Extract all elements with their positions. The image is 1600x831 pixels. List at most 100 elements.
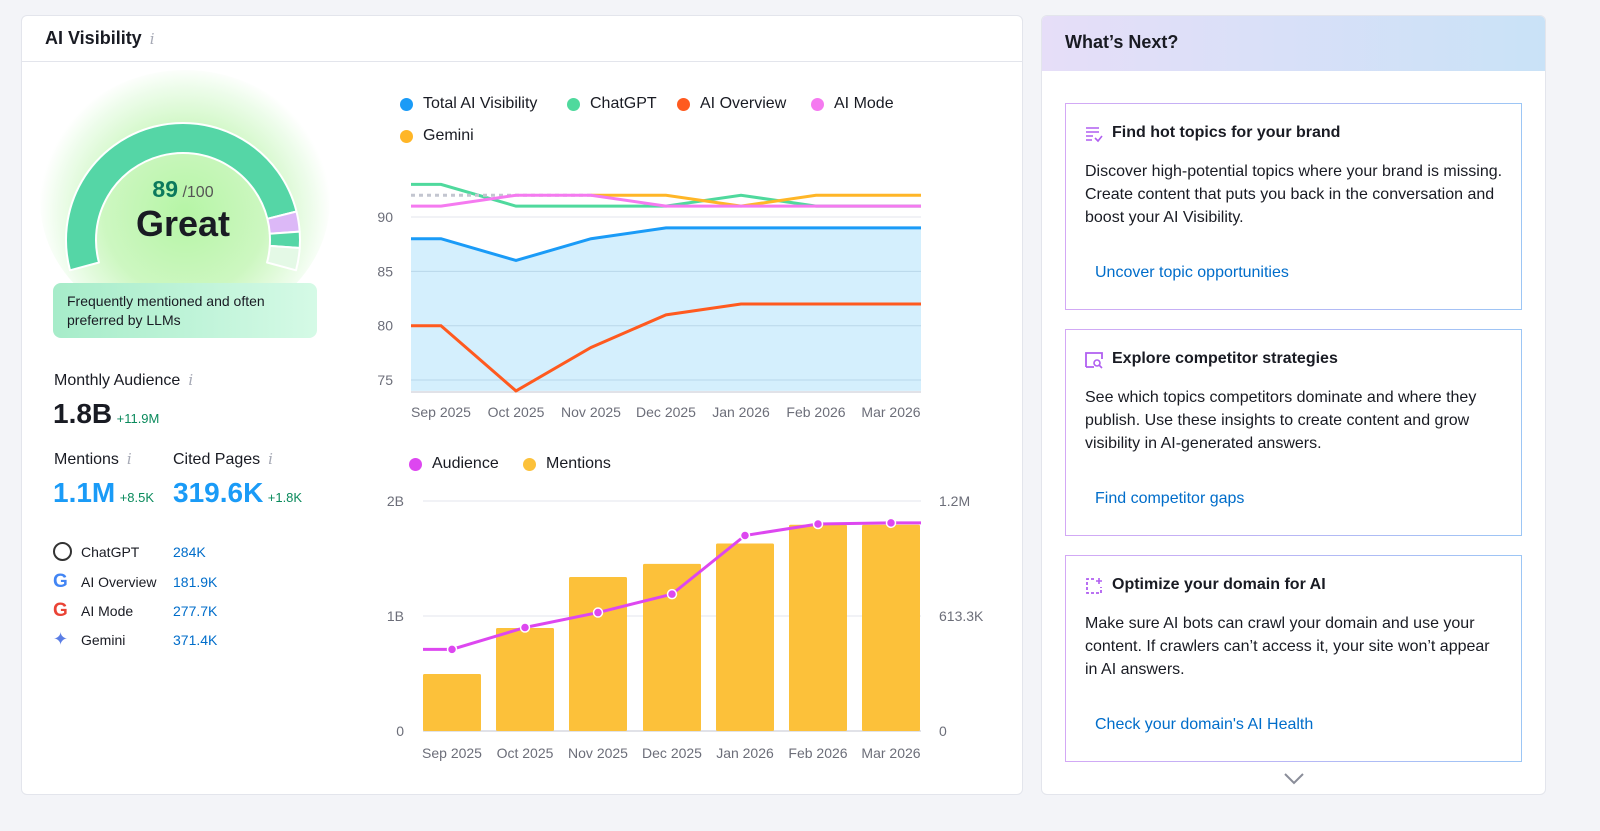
mentions-bar	[716, 543, 774, 731]
source-row-ai-mode: G AI Mode 277.7K	[53, 600, 218, 621]
mentions-bar	[643, 563, 701, 731]
charts: 90 85 80 75 Sep 2025 Oct 2025 Nov 2025 Dec 2025…	[377, 182, 984, 761]
line-ai-mode	[411, 193, 921, 208]
mentions-bar	[789, 524, 847, 731]
x-tick-label: Sep 2025	[411, 404, 471, 420]
x-tick-label: Feb 2026	[788, 745, 847, 761]
mentions-value[interactable]: 1.1M	[53, 477, 116, 508]
google-icon: G	[53, 571, 68, 592]
mentions-bar	[569, 577, 627, 731]
x-tick-label: Jan 2026	[712, 404, 770, 420]
info-icon[interactable]: i	[126, 450, 132, 468]
tip-title: Optimize your domain for AI	[1112, 576, 1326, 593]
score-label: Great	[135, 203, 231, 244]
line-gemini	[591, 193, 921, 208]
audience-value: 1.8B	[53, 398, 113, 429]
line-ai-overview	[411, 302, 921, 393]
x-tick-label: Feb 2026	[786, 404, 845, 420]
uncover-topic-opportunities-link[interactable]: Uncover topic opportunities	[1095, 264, 1289, 281]
tip-card-hot-topics: Find hot topics for your brand Discover …	[1065, 103, 1522, 310]
left-y-tick-label: 1B	[387, 608, 404, 624]
right-y-tick-label: 0	[939, 723, 947, 739]
monthly-audience: 1.8B +11.9M	[53, 398, 159, 430]
x-tick-label: Nov 2025	[568, 745, 628, 761]
x-tick-label: Nov 2025	[561, 404, 621, 420]
legend-ai-overview[interactable]: AI Overview	[677, 95, 786, 113]
mentions-bar	[496, 628, 554, 731]
audience-point	[519, 622, 531, 633]
panel-title: AI Visibility	[45, 28, 142, 48]
chatgpt-icon	[53, 542, 72, 561]
right-y-tick-label: 1.2M	[939, 493, 970, 509]
legend-total-ai-visibility[interactable]: Total AI Visibility	[400, 95, 537, 113]
cited-value[interactable]: 319.6K	[173, 477, 264, 508]
info-icon[interactable]: i	[188, 371, 194, 389]
right-y-tick-label: 613.3K	[939, 608, 984, 624]
x-tick-label: Jan 2026	[716, 745, 774, 761]
mentions-metric[interactable]: 1.1M +8.5K	[53, 477, 154, 509]
y-tick-label: 90	[377, 209, 393, 225]
score-description: Frequently mentioned and often preferred…	[53, 283, 317, 338]
line-total-ai-visibility	[411, 226, 921, 263]
left-y-tick-label: 2B	[387, 493, 404, 509]
legend-ai-mode[interactable]: AI Mode	[811, 95, 894, 113]
source-row-ai-overview: G AI Overview 181.9K	[53, 571, 218, 592]
legend-mentions[interactable]: Mentions	[523, 455, 611, 473]
mentions-bar	[862, 524, 920, 731]
cited-delta: +1.8K	[267, 490, 303, 505]
x-tick-label: Dec 2025	[636, 404, 696, 420]
cited-pages-metric[interactable]: 319.6K +1.8K	[173, 477, 302, 509]
score-max: /100	[182, 184, 214, 201]
monthly-audience-label: Monthly Audience i	[54, 371, 194, 389]
score-value: 89	[152, 176, 178, 202]
competitor-search-icon	[1085, 352, 1103, 369]
legend-gemini[interactable]: Gemini	[400, 127, 474, 145]
score-description-text: Frequently mentioned and often preferred…	[67, 293, 265, 328]
check-ai-health-link[interactable]: Check your domain's AI Health	[1095, 716, 1314, 733]
mentions-label: Mentions i	[54, 450, 132, 468]
chevron-down-icon[interactable]	[1283, 772, 1305, 786]
audience-point	[666, 588, 678, 600]
gemini-icon: ✦	[53, 629, 69, 649]
tip-title: Find hot topics for your brand	[1112, 124, 1341, 141]
audience-point	[812, 518, 824, 530]
mentions-bar	[423, 673, 481, 731]
topics-list-icon	[1086, 127, 1103, 143]
audience-delta: +11.9M	[116, 411, 160, 426]
find-competitor-gaps-link[interactable]: Find competitor gaps	[1095, 490, 1245, 507]
legend-chatgpt[interactable]: ChatGPT	[567, 95, 657, 113]
x-tick-label: Mar 2026	[861, 404, 920, 420]
audience-point	[592, 607, 604, 618]
domain-sparkle-icon	[1086, 578, 1102, 594]
audience-point	[885, 517, 897, 529]
panel-header: AI Visibility i	[22, 16, 1022, 62]
x-tick-label: Oct 2025	[497, 745, 554, 761]
whats-next-title: What’s Next?	[1065, 32, 1179, 52]
tip-text: Make sure AI bots can crawl your domain …	[1085, 615, 1490, 678]
legend-audience[interactable]: Audience	[409, 455, 499, 473]
tip-card-competitors: Explore competitor strategies See which …	[1065, 329, 1522, 536]
x-tick-label: Oct 2025	[488, 404, 545, 420]
total-visibility-area	[411, 227, 921, 391]
left-y-tick-label: 0	[396, 723, 404, 739]
x-tick-label: Dec 2025	[642, 745, 702, 761]
tip-text: Discover high-potential topics where you…	[1085, 163, 1503, 226]
info-icon[interactable]: i	[268, 450, 273, 468]
google-icon: G	[53, 600, 68, 621]
score-gauge	[65, 122, 301, 272]
x-tick-label: Sep 2025	[422, 745, 482, 761]
mentions-delta: +8.5K	[119, 490, 155, 505]
gauge-fill-arc	[65, 122, 298, 272]
source-row-chatgpt: ChatGPT 284K	[53, 542, 206, 561]
audience-point	[446, 644, 458, 655]
cited-pages-label: Cited Pages i	[173, 450, 273, 468]
tip-title: Explore competitor strategies	[1112, 350, 1338, 367]
score-readout: 89 /100 Great	[83, 176, 283, 245]
info-icon[interactable]: i	[149, 29, 155, 48]
y-tick-label: 80	[377, 318, 393, 334]
x-tick-label: Mar 2026	[861, 745, 920, 761]
tip-card-domain: Optimize your domain for AI Make sure AI…	[1065, 555, 1522, 762]
y-tick-label: 75	[377, 372, 393, 388]
whats-next-header: What’s Next?	[1042, 16, 1545, 71]
audience-point	[739, 530, 751, 541]
